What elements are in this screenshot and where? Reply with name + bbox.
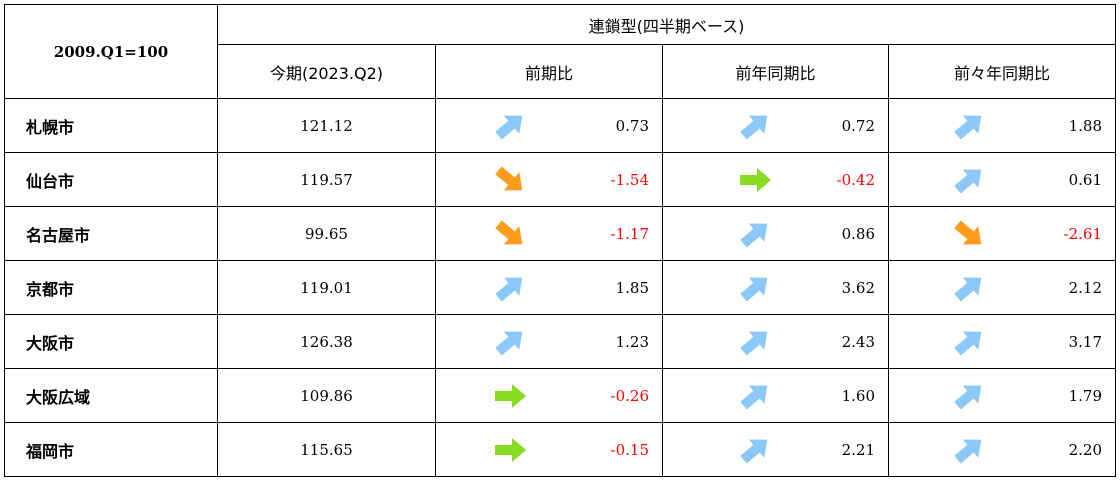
arrow-up-right-icon (952, 381, 986, 411)
qoq-cell: -1.54 (435, 152, 663, 207)
qoq-value: -1.17 (610, 224, 649, 243)
qoq-cell: 0.73 (435, 98, 663, 153)
table-body: 札幌市 121.12 0.73 0.72 1.88 仙台市 119.57 -1.54 -0.42… (4, 98, 1116, 477)
yoy-value: 0.72 (841, 116, 875, 135)
city-name: 福岡市 (4, 422, 218, 477)
table-row: 大阪市 126.38 1.23 2.43 3.17 (4, 314, 1116, 369)
current-index-value: 119.57 (217, 152, 436, 207)
yoy-value: 3.62 (841, 278, 875, 297)
city-name: 大阪広域 (4, 368, 218, 423)
table-row: 福岡市 115.65 -0.15 2.21 2.20 (4, 422, 1116, 477)
qoq-cell: -0.15 (435, 422, 663, 477)
qoq-cell: -1.17 (435, 206, 663, 261)
yoy-value: 0.86 (841, 224, 875, 243)
city-name: 大阪市 (4, 314, 218, 369)
current-index-value: 126.38 (217, 314, 436, 369)
arrow-down-right-icon (493, 165, 527, 195)
yoy2-value: -2.61 (1063, 224, 1102, 243)
arrow-up-right-icon (493, 273, 527, 303)
yoy2-cell: 1.88 (888, 98, 1116, 153)
table-row: 大阪広域 109.86 -0.26 1.60 1.79 (4, 368, 1116, 423)
yoy2-value: 2.20 (1068, 440, 1102, 459)
arrow-up-right-icon (738, 381, 772, 411)
qoq-cell: 1.85 (435, 260, 663, 315)
city-name: 京都市 (4, 260, 218, 315)
qoq-value: 1.23 (615, 332, 649, 351)
table-row: 仙台市 119.57 -1.54 -0.42 0.61 (4, 152, 1116, 207)
yoy2-cell: 1.79 (888, 368, 1116, 423)
yoy-value: -0.42 (836, 170, 875, 189)
qoq-value: -1.54 (610, 170, 649, 189)
current-index-value: 99.65 (217, 206, 436, 261)
city-name: 札幌市 (4, 98, 218, 153)
yoy-cell: 0.86 (662, 206, 889, 261)
yoy2-value: 1.88 (1068, 116, 1102, 135)
arrow-up-right-icon (738, 219, 772, 249)
group-header: 連鎖型(四半期ベース) (217, 4, 1116, 45)
yoy-cell: 2.43 (662, 314, 889, 369)
table-row: 名古屋市 99.65 -1.17 0.86 -2.61 (4, 206, 1116, 261)
arrow-right-icon (738, 165, 772, 195)
header-yoy2: 前々年同期比 (888, 44, 1116, 99)
qoq-value: -0.15 (610, 440, 649, 459)
yoy-cell: 1.60 (662, 368, 889, 423)
qoq-value: 1.85 (615, 278, 649, 297)
yoy-value: 1.60 (841, 386, 875, 405)
current-index-value: 119.01 (217, 260, 436, 315)
current-index-value: 115.65 (217, 422, 436, 477)
arrow-up-right-icon (952, 111, 986, 141)
city-name: 名古屋市 (4, 206, 218, 261)
arrow-up-right-icon (493, 111, 527, 141)
arrow-down-right-icon (493, 219, 527, 249)
current-index-value: 121.12 (217, 98, 436, 153)
yoy2-cell: 2.20 (888, 422, 1116, 477)
arrow-up-right-icon (952, 273, 986, 303)
arrow-right-icon (493, 381, 527, 411)
yoy-cell: 2.21 (662, 422, 889, 477)
header-qoq: 前期比 (435, 44, 663, 99)
yoy2-value: 2.12 (1068, 278, 1102, 297)
yoy2-cell: 0.61 (888, 152, 1116, 207)
yoy-cell: 3.62 (662, 260, 889, 315)
yoy2-cell: -2.61 (888, 206, 1116, 261)
qoq-value: -0.26 (610, 386, 649, 405)
yoy2-value: 1.79 (1068, 386, 1102, 405)
qoq-cell: 1.23 (435, 314, 663, 369)
city-name: 仙台市 (4, 152, 218, 207)
qoq-cell: -0.26 (435, 368, 663, 423)
arrow-up-right-icon (738, 435, 772, 465)
index-table: 2009.Q1=100 連鎖型(四半期ベース) 今期(2023.Q2) 前期比 … (4, 4, 1116, 477)
yoy2-value: 0.61 (1068, 170, 1102, 189)
header-current: 今期(2023.Q2) (217, 44, 436, 99)
yoy-value: 2.21 (841, 440, 875, 459)
table-row: 札幌市 121.12 0.73 0.72 1.88 (4, 98, 1116, 153)
yoy2-cell: 3.17 (888, 314, 1116, 369)
arrow-up-right-icon (493, 327, 527, 357)
arrow-right-icon (493, 435, 527, 465)
yoy-value: 2.43 (841, 332, 875, 351)
arrow-up-right-icon (952, 435, 986, 465)
yoy2-value: 3.17 (1068, 332, 1102, 351)
current-index-value: 109.86 (217, 368, 436, 423)
arrow-up-right-icon (738, 111, 772, 141)
qoq-value: 0.73 (615, 116, 649, 135)
arrow-up-right-icon (952, 165, 986, 195)
yoy2-cell: 2.12 (888, 260, 1116, 315)
table-row: 京都市 119.01 1.85 3.62 2.12 (4, 260, 1116, 315)
arrow-up-right-icon (738, 273, 772, 303)
arrow-down-right-icon (952, 219, 986, 249)
header-yoy: 前年同期比 (662, 44, 889, 99)
yoy-cell: -0.42 (662, 152, 889, 207)
arrow-up-right-icon (952, 327, 986, 357)
yoy-cell: 0.72 (662, 98, 889, 153)
arrow-up-right-icon (738, 327, 772, 357)
corner-label: 2009.Q1=100 (4, 4, 218, 99)
